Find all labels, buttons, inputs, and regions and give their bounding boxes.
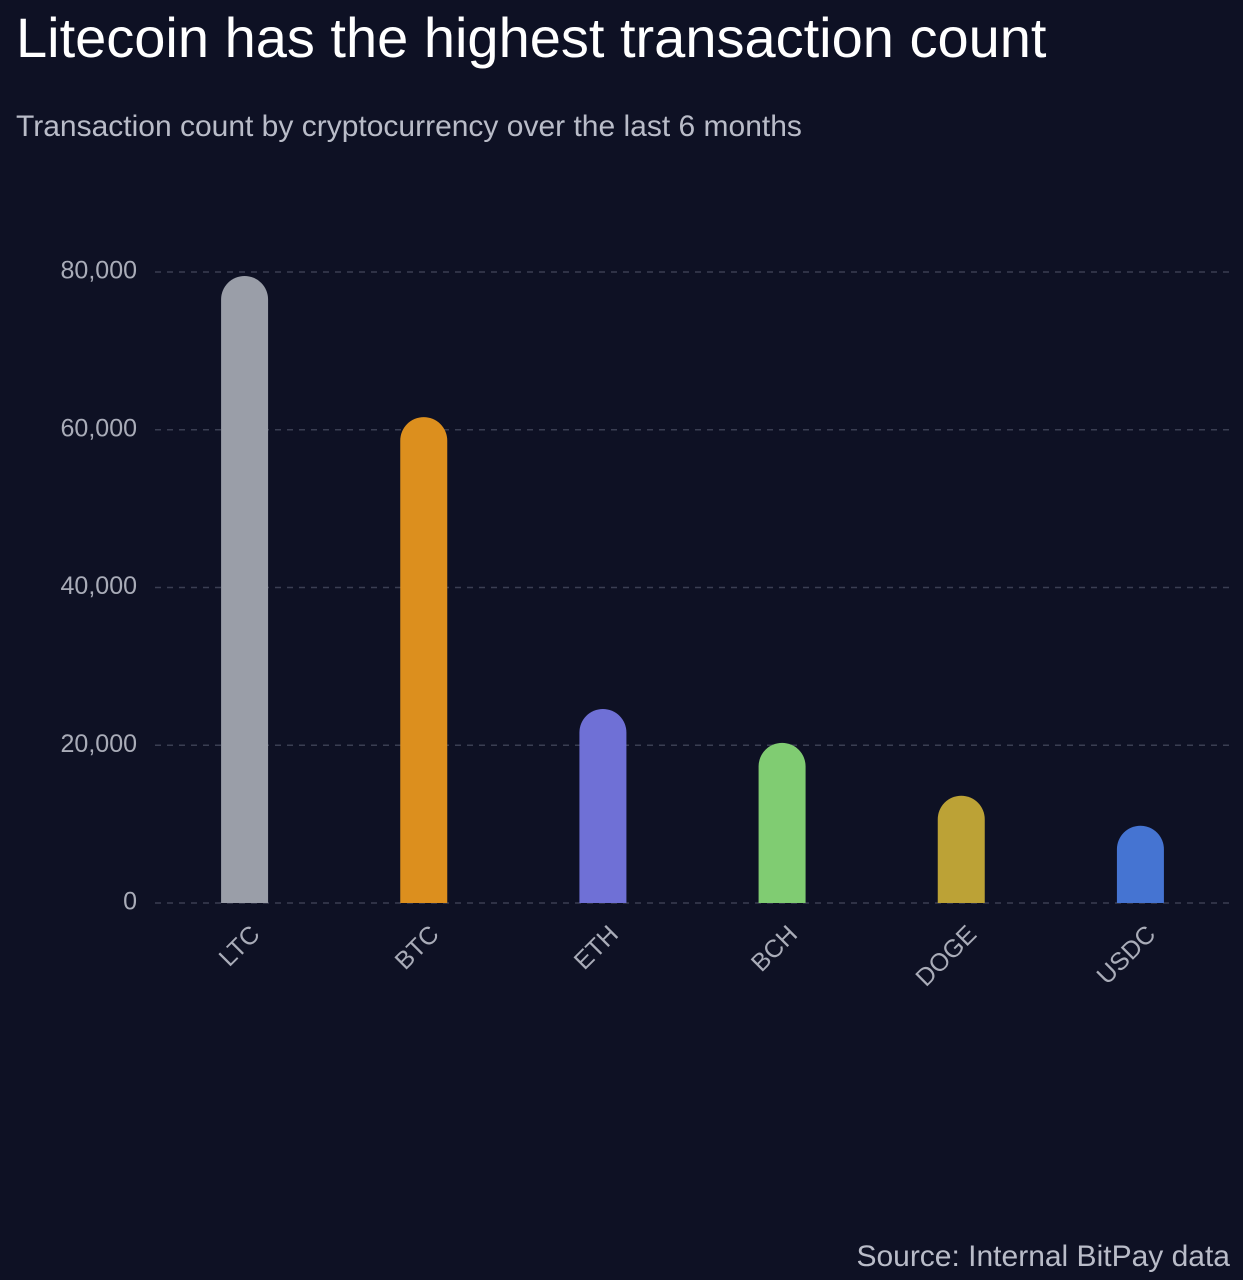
y-tick-label: 20,000 xyxy=(61,730,137,758)
source: Source: Internal BitPay data xyxy=(856,1240,1230,1273)
chart-subtitle: Transaction count by cryptocurrency over… xyxy=(16,110,802,143)
y-tick-label: 0 xyxy=(123,888,137,916)
bar xyxy=(1116,825,1164,903)
bar xyxy=(400,417,448,903)
bar xyxy=(579,708,627,903)
bar xyxy=(937,795,985,903)
bar xyxy=(758,742,806,903)
chart-title: Litecoin has the highest transaction cou… xyxy=(16,6,1047,69)
y-tick-label: 40,000 xyxy=(61,572,137,600)
bar xyxy=(221,275,269,904)
y-tick-label: 60,000 xyxy=(61,414,137,442)
y-tick-label: 80,000 xyxy=(61,257,137,285)
